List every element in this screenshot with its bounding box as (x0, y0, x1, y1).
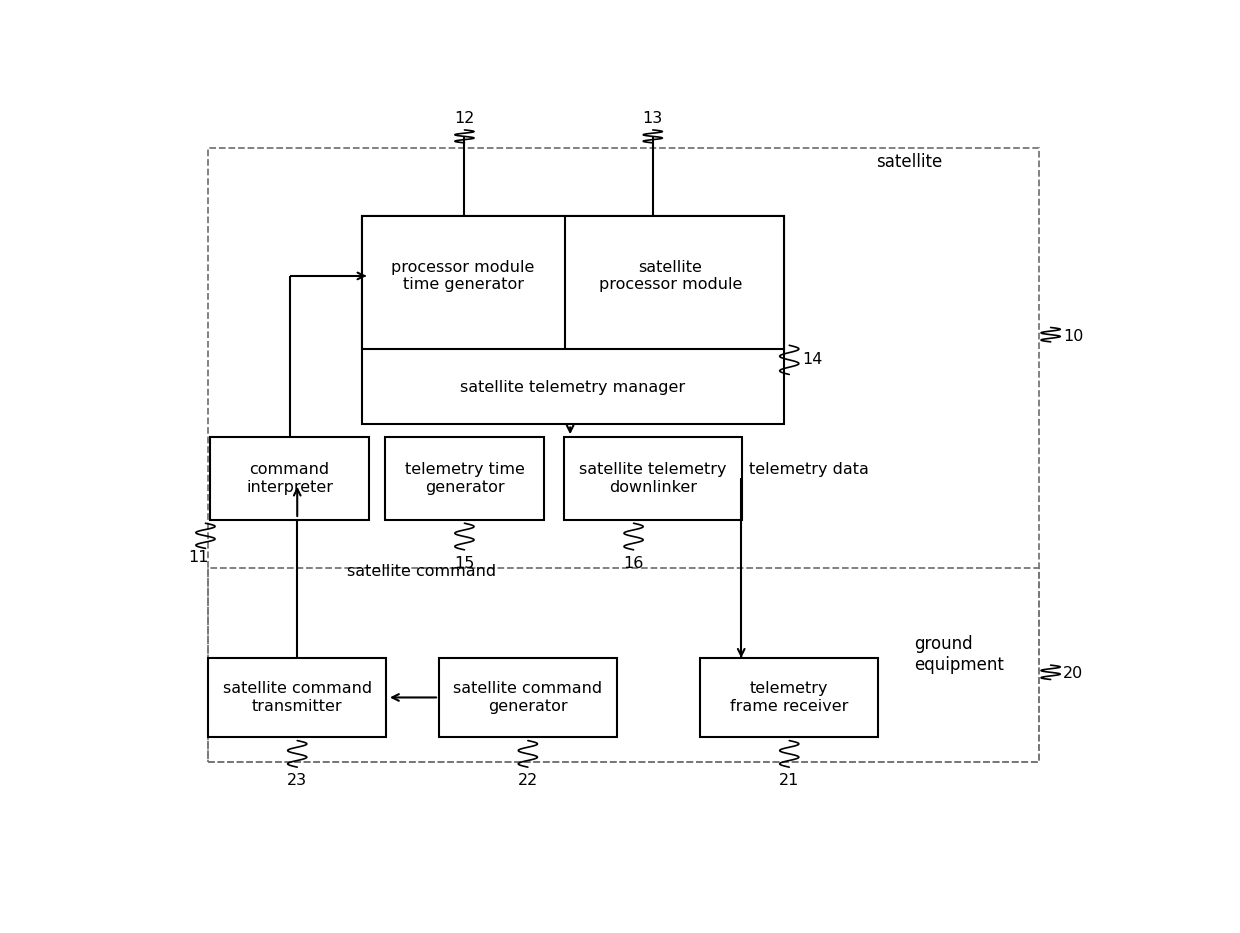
Bar (386, 437, 543, 520)
Text: satellite
processor module: satellite processor module (599, 259, 742, 292)
Bar (211, 437, 368, 520)
Bar (208, 568, 1039, 762)
Text: 21: 21 (779, 773, 800, 787)
Bar (208, 658, 386, 737)
Text: satellite telemetry
downlinker: satellite telemetry downlinker (579, 462, 727, 494)
Text: satellite: satellite (875, 153, 942, 172)
Text: 10: 10 (1063, 328, 1084, 343)
Bar (701, 658, 878, 737)
Bar (564, 437, 742, 520)
Text: telemetry time
generator: telemetry time generator (404, 462, 525, 494)
Text: ground: ground (914, 634, 973, 652)
Text: telemetry data: telemetry data (749, 462, 869, 477)
Text: 13: 13 (642, 111, 663, 126)
Bar (362, 216, 785, 349)
Bar (439, 658, 616, 737)
Text: 14: 14 (802, 353, 822, 368)
Text: 15: 15 (454, 555, 475, 571)
Bar (362, 216, 785, 425)
Text: equipment: equipment (914, 656, 1004, 675)
Text: satellite command
transmitter: satellite command transmitter (223, 681, 372, 714)
Text: 16: 16 (624, 555, 644, 571)
Text: 23: 23 (288, 773, 308, 787)
Text: satellite command: satellite command (347, 564, 496, 579)
Bar (208, 147, 1039, 762)
Text: 11: 11 (188, 550, 210, 564)
Text: 22: 22 (518, 773, 538, 787)
Text: 12: 12 (454, 111, 475, 126)
Text: command
interpreter: command interpreter (246, 462, 334, 494)
Text: telemetry
frame receiver: telemetry frame receiver (730, 681, 848, 714)
Text: satellite telemetry manager: satellite telemetry manager (460, 380, 686, 395)
Text: satellite command
generator: satellite command generator (454, 681, 603, 714)
Text: processor module
time generator: processor module time generator (392, 259, 534, 292)
Text: 20: 20 (1063, 666, 1084, 681)
